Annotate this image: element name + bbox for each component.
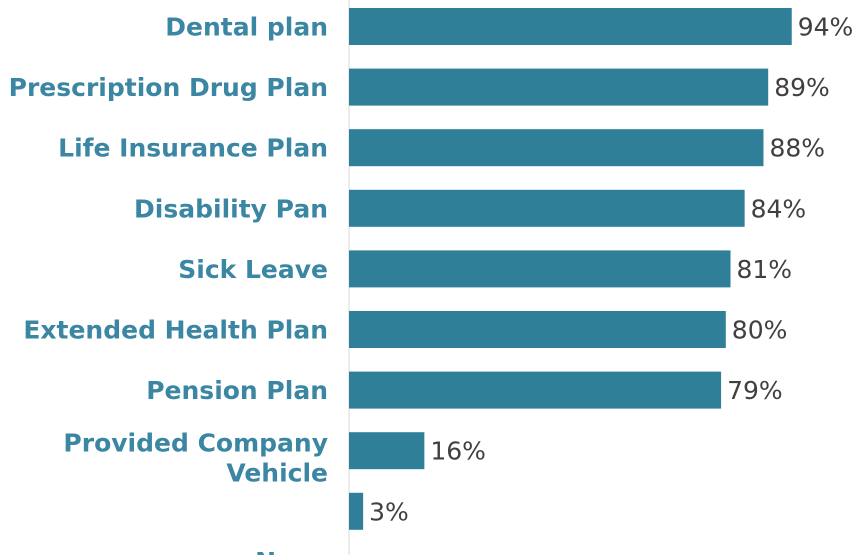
category-label: Life Insurance Plan (58, 134, 328, 163)
value-label: 81% (737, 255, 793, 284)
category-label: Pension Plan (146, 376, 328, 405)
category-label-line: Pension Plan (146, 376, 328, 405)
value-label: 3% (369, 497, 409, 526)
category-label-line: Provided Company (63, 429, 328, 458)
category-label-line: None (255, 547, 328, 555)
category-labels-group: Dental plan Prescription Drug Plan Life In… (9, 13, 328, 555)
category-label-line: Extended Health Plan (23, 316, 328, 345)
value-label: 88% (769, 134, 825, 163)
bar (349, 8, 792, 45)
value-label: 84% (751, 194, 807, 223)
value-label: 80% (732, 316, 788, 345)
bar (349, 311, 726, 348)
category-label: None (255, 547, 328, 555)
category-label: Sick Leave (178, 255, 328, 284)
category-label-line: Vehicle (226, 459, 328, 488)
bar (349, 371, 722, 409)
category-label: Extended Health Plan (23, 316, 328, 345)
value-label: 79% (727, 376, 783, 405)
category-label-line: Life Insurance Plan (58, 134, 328, 163)
category-label: Provided Company Vehicle (63, 429, 328, 488)
category-label-line: Dental plan (165, 13, 328, 42)
category-label-line: Prescription Drug Plan (9, 73, 328, 102)
category-label: Dental plan (165, 13, 328, 42)
value-label: 94% (798, 13, 854, 42)
bar (349, 68, 769, 106)
bar (349, 189, 745, 227)
category-label-line: Disability Pan (134, 194, 328, 223)
category-label: Disability Pan (134, 194, 328, 223)
bar (349, 432, 425, 470)
bars-group (349, 8, 792, 530)
bar (349, 129, 764, 167)
category-label: Prescription Drug Plan (9, 73, 328, 102)
value-label: 16% (430, 437, 486, 466)
value-labels-group: 94% 89% 88% 84% 81% 80% 79% 16% 3% (369, 13, 853, 527)
value-label: 89% (774, 73, 830, 102)
bar (349, 492, 364, 530)
bar (349, 250, 731, 288)
category-label-line: Sick Leave (178, 255, 328, 284)
